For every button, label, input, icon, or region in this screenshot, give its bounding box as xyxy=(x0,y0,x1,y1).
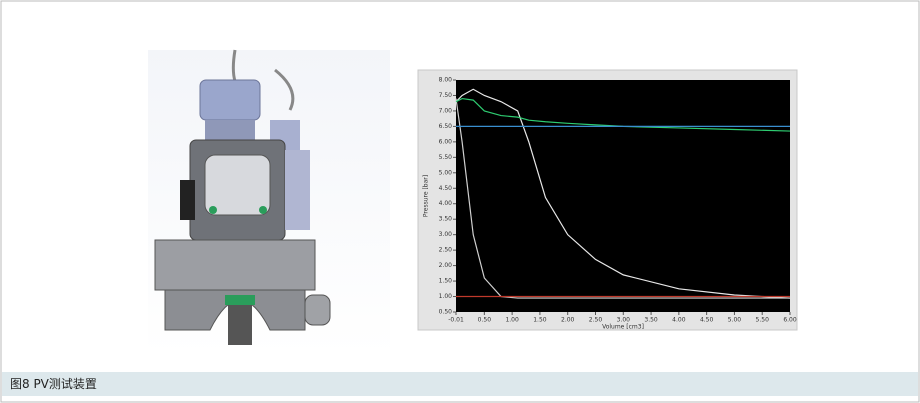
x-tick-label: 5.50 xyxy=(756,317,770,324)
y-tick-label: 5.50 xyxy=(439,154,453,161)
figure: Volume [cm3] Pressure [bar] 0.50 1.00 1.50… xyxy=(0,0,920,403)
x-tick-label: 4.00 xyxy=(672,317,686,324)
x-tick-label: 3.50 xyxy=(644,317,658,324)
x-tick-label: 5.00 xyxy=(728,317,742,324)
y-tick-label: 7.00 xyxy=(439,107,453,114)
y-tick-label: 1.00 xyxy=(439,293,453,300)
page: Volume [cm3] Pressure [bar] 0.50 1.00 1.50… xyxy=(0,0,920,403)
y-tick-label: 7.50 xyxy=(439,92,453,99)
y-tick-label: 4.00 xyxy=(439,200,453,207)
x-tick-label: 1.50 xyxy=(533,317,547,324)
y-tick-label: 8.00 xyxy=(439,77,453,84)
device-image xyxy=(148,50,390,355)
y-tick-label: 2.50 xyxy=(439,247,453,254)
x-tick-label: 4.50 xyxy=(700,317,714,324)
x-tick-label: 3.00 xyxy=(617,317,631,324)
y-tick-label: 0.50 xyxy=(439,309,453,316)
y-axis-label: Pressure [bar] xyxy=(423,175,430,217)
y-tick-label: 4.50 xyxy=(439,185,453,192)
x-tick-label: -0.01 xyxy=(448,317,464,324)
x-axis-label: Volume [cm3] xyxy=(602,324,644,331)
y-tick-label: 6.50 xyxy=(439,123,453,130)
y-tick-label: 6.00 xyxy=(439,138,453,145)
x-tick-label: 2.50 xyxy=(589,317,603,324)
x-tick-label: 0.50 xyxy=(478,317,492,324)
plot-area xyxy=(456,80,790,312)
x-tick-label: 2.00 xyxy=(561,317,575,324)
caption: 图8 PV测试装置 xyxy=(2,372,918,396)
x-tick-label: 6.00 xyxy=(783,317,797,324)
y-tick-label: 3.00 xyxy=(439,231,453,238)
y-tick-label: 5.00 xyxy=(439,169,453,176)
y-tick-label: 3.50 xyxy=(439,216,453,223)
y-tick-label: 2.00 xyxy=(439,262,453,269)
y-tick-label: 1.50 xyxy=(439,278,453,285)
x-tick-label: 1.00 xyxy=(505,317,519,324)
